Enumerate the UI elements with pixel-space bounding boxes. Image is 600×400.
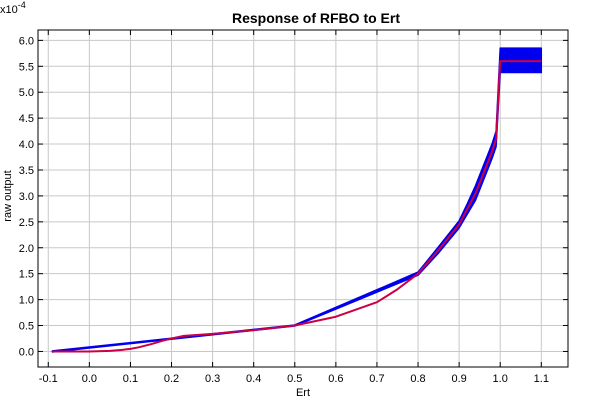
plot-frame <box>37 29 569 368</box>
y-tick-label: 5.0 <box>19 87 34 99</box>
x-tick-label: 0.0 <box>82 373 97 385</box>
x-tick-label: 0.3 <box>205 373 220 385</box>
y-tick-label: 2.5 <box>19 217 34 229</box>
y-tick-label: 1.5 <box>19 269 34 281</box>
x-tick-label: 0.2 <box>164 373 179 385</box>
x-tick-label: 0.1 <box>123 373 138 385</box>
uncertainty-band-layer <box>51 47 543 353</box>
x-tick-label: 1.0 <box>493 373 508 385</box>
x-tick-label: 0.5 <box>287 373 302 385</box>
y-tick-label: 1.0 <box>19 295 34 307</box>
grid <box>38 30 568 367</box>
y-axis: 0.0 0.5 1.0 1.5 2.0 2.5 3.0 3.5 4.0 4.5 5.0 5.5 6.0 <box>19 35 568 358</box>
y-tick-label: 4.0 <box>19 139 34 151</box>
x-tick-label: 0.4 <box>246 373 261 385</box>
x-tick-label: 0.9 <box>451 373 466 385</box>
x-axis: -0.1 0.0 0.1 0.2 0.3 0.4 0.5 0.6 0.7 0.8 0.9 1.0 1.1 <box>39 30 549 385</box>
y-tick-label: 2.0 <box>19 243 34 255</box>
x-tick-label: 1.1 <box>534 373 549 385</box>
chart-title: Response of RFBO to Ert <box>232 10 400 26</box>
series-line-mean <box>52 60 542 353</box>
y-tick-label: 0.5 <box>19 321 34 333</box>
x-tick-label: 0.7 <box>369 373 384 385</box>
uncertainty-band <box>51 47 543 353</box>
y-multiplier: x10-4 <box>0 0 26 16</box>
y-tick-label: 4.5 <box>19 113 34 125</box>
y-tick-label: 5.5 <box>19 61 34 73</box>
x-tick-label: 0.6 <box>328 373 343 385</box>
y-axis-label: raw output <box>2 170 14 221</box>
y-tick-label: 6.0 <box>19 35 34 47</box>
y-tick-label: 3.5 <box>19 165 34 177</box>
x-tick-label: -0.1 <box>39 373 58 385</box>
y-tick-label: 0.0 <box>19 346 34 358</box>
x-axis-label: Ert <box>296 387 310 399</box>
series-layer <box>52 60 542 353</box>
y-tick-label: 3.0 <box>19 191 34 203</box>
x-tick-label: 0.8 <box>410 373 425 385</box>
